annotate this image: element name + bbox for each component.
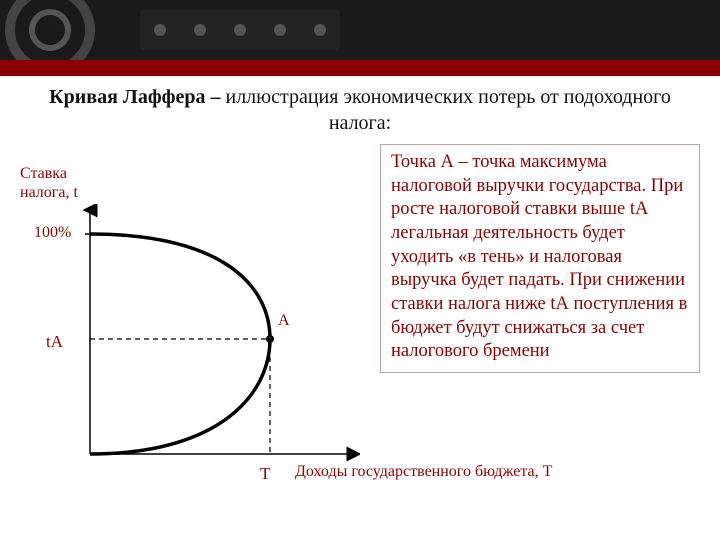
decorative-top-strip bbox=[0, 0, 720, 60]
description-column: Точка А – точка максимума налоговой выру… bbox=[360, 144, 700, 373]
y-axis-label: Ставка налога, t bbox=[20, 164, 78, 202]
y-tick-tA: tА bbox=[46, 332, 63, 352]
title-bold: Кривая Лаффера – bbox=[49, 86, 220, 108]
y-tick-100: 100% bbox=[34, 224, 71, 242]
laffer-curve-svg bbox=[70, 204, 360, 474]
description-box: Точка А – точка максимума налоговой выру… bbox=[380, 144, 700, 373]
title-rest: иллюстрация экономических потерь от подо… bbox=[221, 86, 671, 134]
gear-decor bbox=[0, 0, 720, 60]
body-row: Ставка налога, t 100% tА А Т Доходы госу… bbox=[20, 144, 700, 373]
slide-title: Кривая Лаффера – иллюстрация экономическ… bbox=[20, 84, 700, 136]
red-divider-band bbox=[0, 60, 720, 76]
point-a bbox=[266, 335, 274, 343]
laffer-curve bbox=[90, 234, 270, 454]
slide-content: Кривая Лаффера – иллюстрация экономическ… bbox=[0, 76, 720, 373]
